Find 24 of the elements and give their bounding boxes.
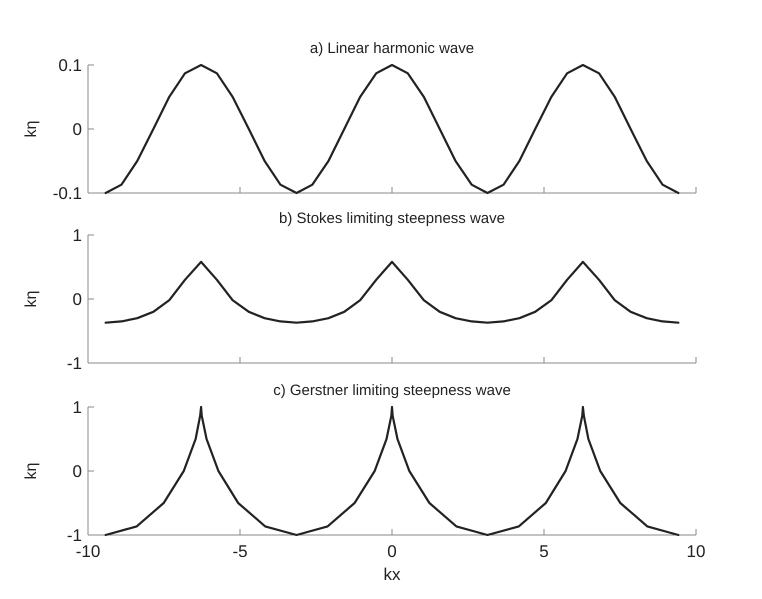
y-tick-label: -1 <box>66 526 82 545</box>
x-axis-title: kx <box>384 565 401 584</box>
y-tick-label: -1 <box>66 354 82 373</box>
x-tick-label: -5 <box>232 542 248 561</box>
y-tick-label: -0.1 <box>52 184 82 203</box>
y-tick-label: 0 <box>72 290 82 309</box>
y-axis-title: kη <box>23 290 40 308</box>
line-series <box>104 64 680 194</box>
chart-title: c) Gerstner limiting steepness wave <box>273 382 511 399</box>
y-tick-label: 1 <box>72 226 82 245</box>
y-axis-title: kη <box>23 462 40 480</box>
line-series <box>104 406 680 536</box>
y-axis-title: kη <box>23 120 40 138</box>
x-tick-label: 5 <box>539 542 549 561</box>
y-tick-label: 1 <box>72 398 82 417</box>
chart-title: a) Linear harmonic wave <box>310 40 474 57</box>
chart-title: b) Stokes limiting steepness wave <box>279 210 505 227</box>
x-tick-label: 10 <box>686 542 706 561</box>
line-series <box>104 260 680 324</box>
x-tick-label: -10 <box>76 542 100 561</box>
y-tick-label: 0.1 <box>58 56 82 75</box>
y-tick-label: 0 <box>72 462 82 481</box>
y-tick-label: 0 <box>72 120 82 139</box>
x-tick-label: 0 <box>387 542 397 561</box>
